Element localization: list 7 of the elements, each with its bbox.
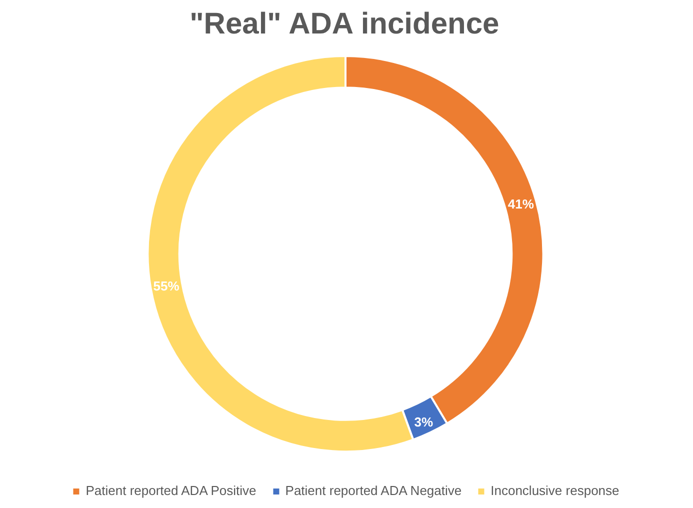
data-label: 3%	[414, 414, 434, 430]
legend-label: Patient reported ADA Positive	[86, 483, 256, 498]
data-label: 41%	[508, 196, 534, 212]
data-label: 55%	[153, 278, 180, 294]
legend-label: Inconclusive response	[490, 483, 620, 498]
legend-label: Patient reported ADA Negative	[285, 483, 462, 498]
chart-title: "Real" ADA incidence	[190, 8, 500, 40]
